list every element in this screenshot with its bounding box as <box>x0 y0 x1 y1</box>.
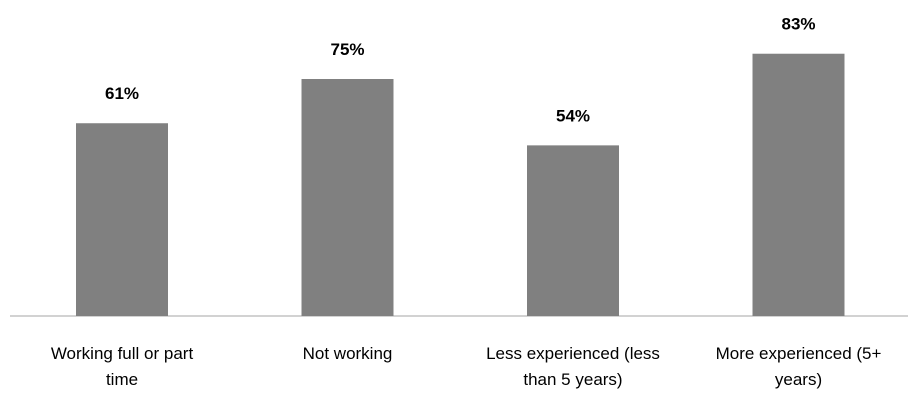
bar-1 <box>76 123 168 317</box>
data-label-4: 83% <box>781 15 815 34</box>
bars-group <box>76 53 845 317</box>
bar-4 <box>752 53 845 316</box>
category-label-1-line-1: Working full or part <box>51 344 194 363</box>
category-label-3: Less experienced (less than 5 years) <box>486 344 660 389</box>
category-label-1: Working full or part time <box>51 344 194 389</box>
data-labels-group: 61% 75% 54% 83% <box>105 15 816 126</box>
data-label-1: 61% <box>105 84 139 103</box>
bar-3 <box>527 145 619 316</box>
category-label-4: More experienced (5+ years) <box>716 344 882 389</box>
data-label-2: 75% <box>330 40 364 59</box>
category-labels-group: Working full or part time Not working Less … <box>51 344 882 389</box>
bar-2 <box>301 79 394 316</box>
category-label-2: Not working <box>303 344 393 363</box>
category-label-4-line-2: years) <box>775 370 822 389</box>
category-label-4-line-1: More experienced (5+ <box>716 344 882 363</box>
category-label-1-line-2: time <box>106 370 138 389</box>
data-label-3: 54% <box>556 106 590 125</box>
category-label-3-line-1: Less experienced (less <box>486 344 660 363</box>
category-label-3-line-2: than 5 years) <box>523 370 622 389</box>
category-label-2-line-1: Not working <box>303 344 393 363</box>
